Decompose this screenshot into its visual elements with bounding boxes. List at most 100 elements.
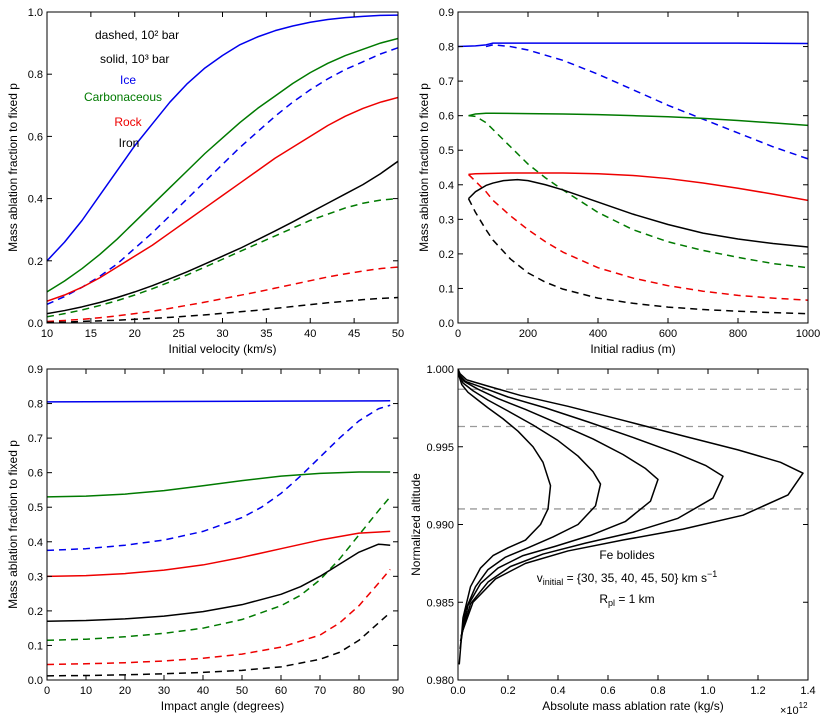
series-line-fe-solid-4 <box>458 369 804 634</box>
y-axis-label: Normalized altitude <box>409 473 423 576</box>
y-tick-label: 0.5 <box>28 502 43 514</box>
y-axis-label: Mass ablation fraction to fixed p <box>417 83 431 252</box>
x-axis-label: Impact angle (degrees) <box>161 699 284 713</box>
series-group <box>47 400 391 677</box>
x-tick-label: 1000 <box>796 328 820 340</box>
x-tick-label: 20 <box>129 328 141 340</box>
plot-frame <box>457 11 809 324</box>
x-tick-label: 0.6 <box>600 685 615 697</box>
series-line-iron-dashed <box>467 198 808 315</box>
y-tick-label: 0.1 <box>439 283 454 295</box>
y-tick-label: 0.2 <box>28 256 43 268</box>
x-tick-label: 30 <box>216 328 228 340</box>
x-tick-label: 200 <box>519 328 537 340</box>
x-tick-label: 1.2 <box>750 685 765 697</box>
series-line-ice-solid <box>47 14 398 262</box>
series-line-fe-solid-1 <box>458 369 602 650</box>
series-line-fe-solid-0 <box>458 369 552 665</box>
y-tick-label: 1.000 <box>426 364 454 376</box>
altitude-panel: 0.0 0.2 0.4 0.6 0.8 1.0 1.2 1.4 0.980 0.985 0.990 0… <box>409 364 816 717</box>
series-line-ice-dashed <box>485 44 808 160</box>
x-tick-label: 60 <box>275 685 287 697</box>
x-tick-label: 40 <box>197 685 209 697</box>
series-line-rock-solid <box>47 96 398 302</box>
legend-entry-carbonaceous: Carbonaceous <box>84 90 162 104</box>
y-tick-label: 0.9 <box>28 364 43 376</box>
legend-entry-iron: Iron <box>119 136 140 150</box>
y-tick-label: 0.985 <box>426 597 454 609</box>
x-tick-label: 10 <box>41 328 53 340</box>
series-group <box>458 42 808 315</box>
y-tick-label: 0.4 <box>28 537 43 549</box>
series-line-ice-solid <box>458 42 808 48</box>
legend-solid-label: solid, 10³ bar <box>100 52 169 66</box>
x-axis-label: Absolute mass ablation rate (kg/s) <box>542 699 723 713</box>
angle-panel: 0 10 20 30 40 50 60 70 80 90 0.0 0.1 0.2 0.3 0.4 0.5 0.6… <box>6 364 404 713</box>
x-tick-label: 800 <box>729 328 747 340</box>
series-line-ice-dashed <box>47 47 398 306</box>
x-tick-label: 1.0 <box>700 685 715 697</box>
x-tick-label: 1.4 <box>800 685 815 697</box>
y-tick-label: 0.6 <box>28 131 43 143</box>
series-line-fe-solid-2 <box>458 369 659 642</box>
series-line-iron-solid <box>467 178 808 248</box>
series-line-carbonaceous-solid <box>468 112 808 127</box>
series-line-carbonaceous-solid <box>47 471 391 498</box>
x-tick-label: 0.2 <box>500 685 515 697</box>
x-tick-label: 0 <box>455 328 461 340</box>
y-tick-label: 1.0 <box>28 7 43 19</box>
series-line-fe-solid-3 <box>458 369 724 637</box>
series-line-iron-solid <box>47 160 398 315</box>
x-tick-label: 15 <box>85 328 97 340</box>
series-line-carbonaceous-solid <box>47 37 398 293</box>
x-tick-label: 400 <box>589 328 607 340</box>
x-tick-label: 50 <box>236 685 248 697</box>
y-tick-label: 0.3 <box>439 214 454 226</box>
legend-entry-rock: Rock <box>114 115 142 129</box>
y-tick-label: 0.980 <box>426 675 454 687</box>
x-tick-label: 45 <box>348 328 360 340</box>
legend: dashed, 10² bar solid, 10³ bar Ice Carbonac… <box>84 28 179 150</box>
y-axis-label: Mass ablation fraction to fixed p <box>6 440 20 609</box>
series-group <box>458 369 804 665</box>
series-line-carbonaceous-dashed <box>47 496 391 642</box>
x-tick-label: 40 <box>304 328 316 340</box>
series-line-iron-solid <box>47 543 391 623</box>
y-tick-label: 0.2 <box>439 249 454 261</box>
series-line-iron-dashed <box>47 296 398 323</box>
x-axis-label: Initial velocity (km/s) <box>168 342 276 356</box>
y-tick-label: 0.1 <box>28 640 43 652</box>
y-tick-label: 0.2 <box>28 606 43 618</box>
series-line-ice-solid <box>47 400 391 403</box>
y-tick-label: 0.0 <box>28 318 43 330</box>
x-tick-label: 20 <box>119 685 131 697</box>
x-axis-multiplier: ×1012 <box>780 701 808 717</box>
annotation: Fe bolides vinitial = {30, 35, 40, 45, 50… <box>537 548 718 608</box>
annotation-velocity: vinitial = {30, 35, 40, 45, 50} km s−1 <box>537 569 718 587</box>
legend-entry-ice: Ice <box>120 73 136 87</box>
x-tick-label: 0.8 <box>650 685 665 697</box>
plot-frame <box>457 368 809 681</box>
y-tick-label: 0.4 <box>28 194 43 206</box>
x-tick-label: 0 <box>44 685 50 697</box>
y-tick-label: 0.6 <box>439 111 454 123</box>
series-line-rock-dashed <box>47 568 391 666</box>
series-line-rock-dashed <box>467 173 808 301</box>
plot-frame <box>46 368 399 681</box>
series-line-rock-solid <box>47 530 391 578</box>
annotation-radius: Rpl = 1 km <box>599 592 654 608</box>
y-tick-label: 0.3 <box>28 571 43 583</box>
x-tick-label: 50 <box>392 328 404 340</box>
legend-dashed-label: dashed, 10² bar <box>95 28 179 42</box>
velocity-panel: 10 15 20 25 30 35 40 45 50 0.0 0.2 0.4 0.6 0.8 1.0 Init… <box>6 7 404 356</box>
y-tick-label: 0.8 <box>439 42 454 54</box>
annotation-title: Fe bolides <box>599 548 654 562</box>
x-tick-label: 70 <box>314 685 326 697</box>
y-tick-label: 0.9 <box>439 7 454 19</box>
y-tick-label: 0.4 <box>439 180 454 192</box>
y-tick-label: 0.0 <box>28 675 43 687</box>
radius-panel: 0 200 400 600 800 1000 0.0 0.1 0.2 0.3 0.4 0.5 0.6 0.… <box>417 7 820 356</box>
x-tick-label: 25 <box>173 328 185 340</box>
x-tick-label: 30 <box>158 685 170 697</box>
